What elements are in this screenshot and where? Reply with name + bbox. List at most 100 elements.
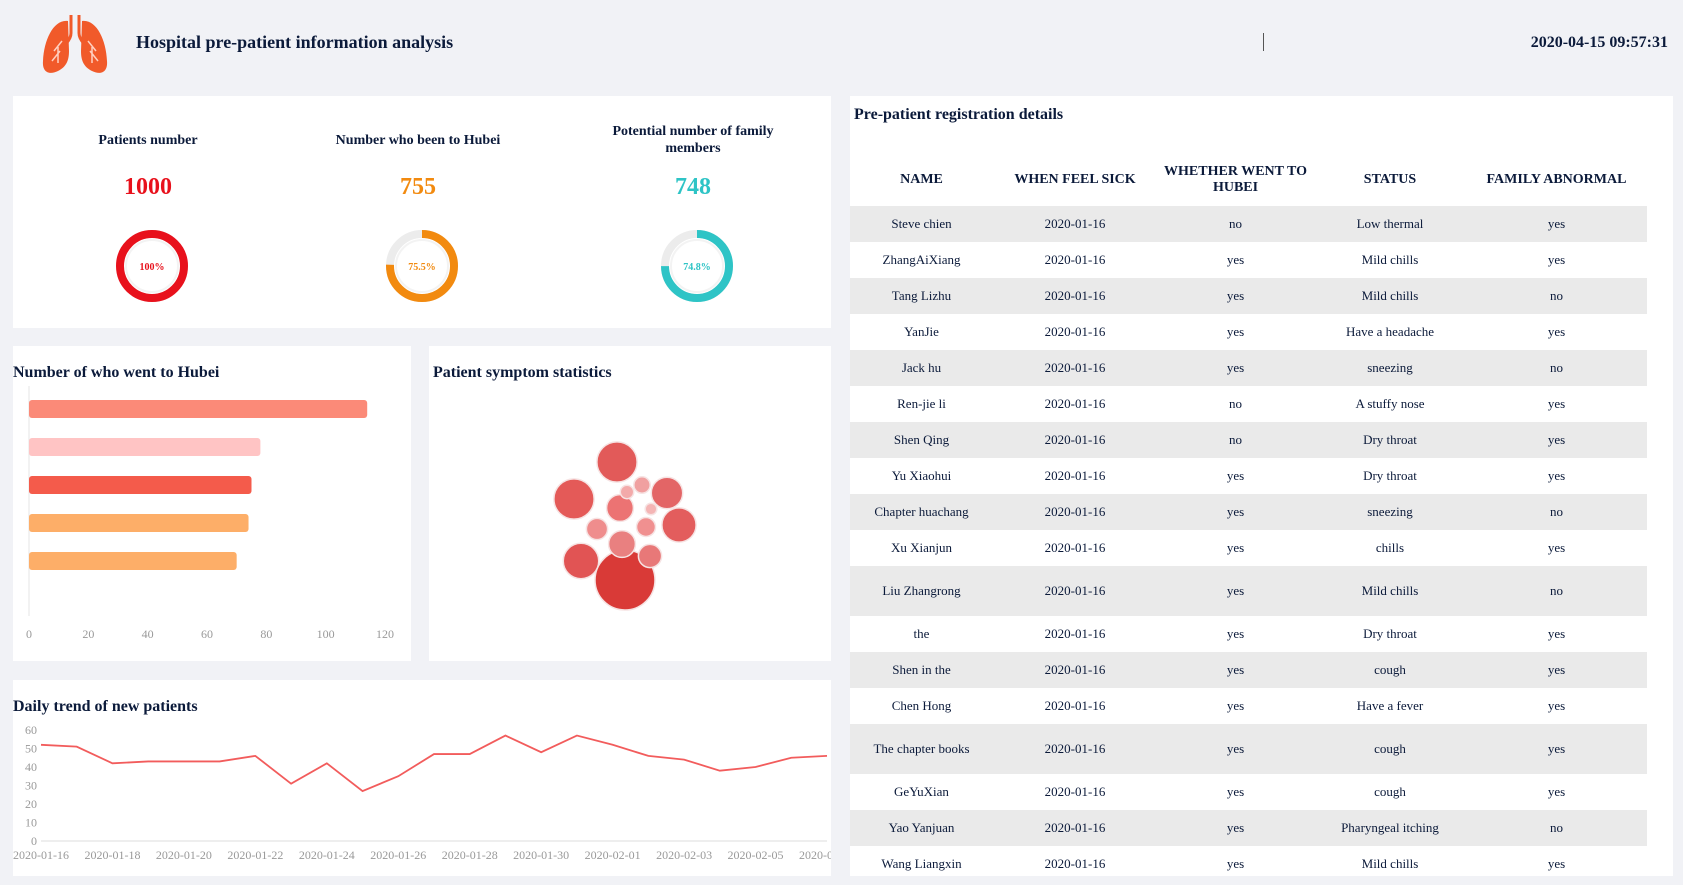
- table-row[interactable]: the 2020-01-16 yes Dry throat yes: [850, 616, 1647, 652]
- table-row[interactable]: Chapter huachang 2020-01-16 yes sneezing no: [850, 494, 1647, 530]
- bar: [29, 476, 252, 494]
- ring-percent: 100%: [140, 262, 165, 273]
- x-tick-label: 2020-01-26: [370, 848, 426, 862]
- table-row[interactable]: The chapter books 2020-01-16 yes cough yes: [850, 724, 1647, 774]
- bubble: [661, 507, 697, 543]
- cell-went-to-hubei: yes: [1226, 784, 1245, 799]
- ring-progress: [386, 230, 458, 302]
- bubble: [596, 441, 638, 483]
- cell-name: Steve chien: [891, 216, 952, 231]
- cell-went-to-hubei: yes: [1226, 741, 1245, 756]
- cell-family-abnormal: yes: [1547, 540, 1566, 555]
- table-row[interactable]: Tang Lizhu 2020-01-16 yes Mild chills no: [850, 278, 1647, 314]
- table-row[interactable]: YanJie 2020-01-16 yes Have a headache yes: [850, 314, 1647, 350]
- cell-status: Dry throat: [1363, 626, 1417, 641]
- table-row[interactable]: Shen Qing 2020-01-16 no Dry throat yes: [850, 422, 1647, 458]
- cell-family-abnormal: yes: [1547, 324, 1566, 339]
- table-row[interactable]: Jack hu 2020-01-16 yes sneezing no: [850, 350, 1647, 386]
- table-row[interactable]: Yu Xiaohui 2020-01-16 yes Dry throat yes: [850, 458, 1647, 494]
- column-header-status[interactable]: STATUS: [1363, 172, 1417, 187]
- cell-name: Shen in the: [892, 662, 951, 677]
- table-row[interactable]: Chen Hong 2020-01-16 yes Have a fever yes: [850, 688, 1647, 724]
- ring-percent: 74.8%: [683, 262, 711, 273]
- cell-status: sneezing: [1367, 504, 1413, 519]
- cell-status: A stuffy nose: [1355, 396, 1425, 411]
- cell-name: The chapter books: [873, 741, 970, 756]
- cell-family-abnormal: yes: [1547, 396, 1566, 411]
- cell-when-feel-sick: 2020-01-16: [1044, 540, 1106, 555]
- x-tick-label: 40: [142, 627, 154, 641]
- cell-family-abnormal: no: [1550, 583, 1563, 598]
- y-tick-label: 20: [25, 797, 37, 811]
- cell-family-abnormal: yes: [1547, 216, 1566, 231]
- cell-name: Shen Qing: [893, 432, 950, 447]
- trend-chart-panel: Daily trend of new patients 0 10 20 30 40 50 6…: [13, 680, 831, 876]
- cell-status: cough: [1374, 784, 1406, 799]
- ring-inner: [670, 239, 724, 293]
- table-row[interactable]: Shen in the 2020-01-16 yes cough yes: [850, 652, 1647, 688]
- kpi-value: 748: [675, 174, 711, 200]
- ring-inner: [395, 239, 449, 293]
- cell-family-abnormal: yes: [1547, 626, 1566, 641]
- cell-status: Mild chills: [1361, 583, 1419, 598]
- cell-family-abnormal: yes: [1547, 468, 1566, 483]
- table-row[interactable]: GeYuXian 2020-01-16 yes cough yes: [850, 774, 1647, 810]
- datetime: 2020-04-15 09:57:31: [1530, 34, 1668, 51]
- table-row[interactable]: Yao Yanjuan 2020-01-16 yes Pharyngeal itchi…: [850, 810, 1647, 846]
- kpi-patients: Patients number 1000 100%: [13, 96, 283, 328]
- bubble: [650, 476, 684, 510]
- bar: [29, 400, 368, 418]
- x-tick-label: 2020-02-07: [799, 848, 831, 862]
- table-row[interactable]: Xu Xianjun 2020-01-16 yes chills yes: [850, 530, 1647, 566]
- cell-status: cough: [1374, 741, 1406, 756]
- bar: [29, 514, 249, 532]
- table-row[interactable]: Ren-jie li 2020-01-16 no A stuffy nose yes: [850, 386, 1647, 422]
- x-tick-label: 100: [317, 627, 335, 641]
- cell-went-to-hubei: yes: [1226, 583, 1245, 598]
- cell-when-feel-sick: 2020-01-16: [1044, 288, 1106, 303]
- cell-family-abnormal: no: [1550, 820, 1563, 835]
- table-row[interactable]: Steve chien 2020-01-16 no Low thermal yes: [850, 206, 1647, 242]
- cell-went-to-hubei: yes: [1226, 360, 1245, 375]
- column-header-name[interactable]: NAME: [900, 172, 943, 187]
- column-header-family-abnormal[interactable]: FAMILY ABNORMAL: [1486, 172, 1627, 187]
- cell-family-abnormal: yes: [1547, 662, 1566, 677]
- symptom-chart-panel: Patient symptom statistics: [429, 346, 831, 661]
- kpi-ring: 74.8%: [661, 230, 733, 302]
- table-row[interactable]: Wang Liangxin 2020-01-16 yes Mild chills yes: [850, 846, 1647, 876]
- y-tick-label: 50: [25, 742, 37, 756]
- kpi-ring: 75.5%: [386, 230, 458, 302]
- kpi-label: Potential number of family members: [612, 124, 774, 156]
- cell-name: Jack hu: [901, 360, 942, 375]
- cell-went-to-hubei: yes: [1226, 468, 1245, 483]
- cell-status: Dry throat: [1363, 432, 1417, 447]
- bubble: [585, 517, 609, 541]
- ring-progress: [661, 230, 733, 302]
- cell-name: Yao Yanjuan: [888, 820, 955, 835]
- table-row[interactable]: ZhangAiXiang 2020-01-16 yes Mild chills yes: [850, 242, 1647, 278]
- cell-went-to-hubei: no: [1229, 216, 1242, 231]
- x-tick-label: 2020-01-24: [299, 848, 355, 862]
- cell-family-abnormal: no: [1550, 504, 1563, 519]
- column-header-went-to-hubei[interactable]: WHETHER WENT TO HUBEI: [1164, 164, 1307, 195]
- cell-status: Mild chills: [1361, 288, 1419, 303]
- cell-when-feel-sick: 2020-01-16: [1044, 324, 1106, 339]
- x-tick-label: 80: [260, 627, 272, 641]
- cell-status: cough: [1374, 662, 1406, 677]
- cell-family-abnormal: yes: [1547, 698, 1566, 713]
- cell-when-feel-sick: 2020-01-16: [1044, 504, 1106, 519]
- cell-when-feel-sick: 2020-01-16: [1044, 820, 1106, 835]
- cell-name: the: [913, 626, 930, 641]
- kpi-label: Number who been to Hubei: [335, 132, 501, 148]
- cell-when-feel-sick: 2020-01-16: [1044, 856, 1106, 871]
- cell-status: chills: [1375, 540, 1405, 555]
- kpi-label: Patients number: [98, 132, 198, 148]
- table-row[interactable]: Liu Zhangrong 2020-01-16 yes Mild chills no: [850, 566, 1647, 616]
- cell-family-abnormal: no: [1550, 360, 1563, 375]
- cell-when-feel-sick: 2020-01-16: [1044, 468, 1106, 483]
- hubei-chart-panel: Number of who went to Hubei 0 20 40 60 80 100…: [13, 346, 411, 661]
- table-title: Pre-patient registration details: [854, 106, 1064, 123]
- x-tick-label: 0: [26, 627, 32, 641]
- column-header-when-feel-sick[interactable]: WHEN FEEL SICK: [1014, 172, 1136, 187]
- cell-name: Chapter huachang: [874, 504, 969, 519]
